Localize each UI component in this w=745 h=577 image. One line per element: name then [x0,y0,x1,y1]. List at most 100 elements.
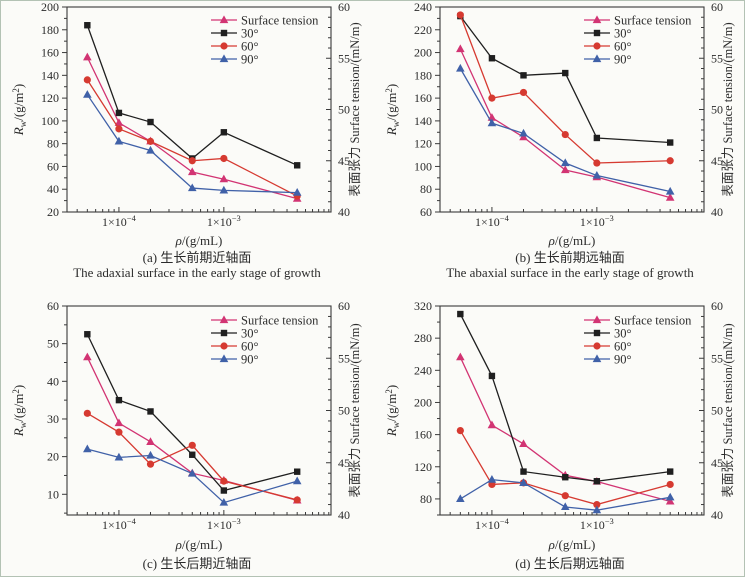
right-tick-label: 40 [711,508,723,522]
left-tick-label: 200 [414,395,432,409]
left-axis-title: Rw/(g/m2) [11,84,28,136]
legend-label: 30° [241,327,259,341]
series-deg30-marker [147,118,154,126]
series-deg60-marker [593,159,601,167]
series-deg30-marker [189,451,196,458]
left-tick-label: 40 [47,374,59,388]
series-surface_tension-marker [665,193,675,201]
x-axis-title: ρ/(g/mL) [548,233,596,248]
series-surface_tension-marker [519,439,528,448]
series-deg60-marker [293,496,301,504]
legend-item-deg60: 60° [211,340,259,354]
caption-a-en: The adaxial surface in the early stage o… [73,264,321,280]
series-deg90-line [459,478,671,511]
series-deg90 [83,90,302,196]
legend-marker-square [220,329,228,337]
series-surface-tension [83,352,302,504]
series-deg90 [456,63,675,195]
series-surface_tension-line [459,356,671,503]
series-deg60-marker [456,426,464,435]
x-tick-label: 1×10−3 [580,516,614,532]
left-axis-title: Rw/(g/m2) [384,385,401,437]
series-deg60-marker [115,125,123,133]
series-deg60 [456,426,674,509]
series-surface_tension-marker [456,352,465,361]
legend-label: Surface tension [614,14,692,28]
series-surface_tension-marker [146,437,155,445]
series-deg60 [456,11,674,167]
series-deg90-line [86,94,298,194]
series-deg30-line [86,333,298,492]
series-deg30 [84,331,301,494]
series-deg30-line [459,313,671,482]
left-axis-title: Rw/(g/m2) [384,84,401,136]
series-deg60-marker [666,157,674,165]
series-deg60-line [87,412,298,501]
series-deg90-line [87,448,298,504]
left-tick-label: 240 [414,363,432,377]
legend-marker-triangle [592,354,602,363]
left-tick-label: 200 [414,46,432,60]
series-deg30-marker [220,487,228,494]
panel-c: 10 20 30 40 50 60 40 45 50 55 60 1×10−4 1×10−3 ρ/(g/m… [1,291,373,576]
series-deg60-marker [83,76,91,84]
legend-marker-triangle [219,315,229,324]
series-deg30-marker [666,468,674,475]
x-axis-title: ρ/(g/mL) [175,537,223,552]
legend-marker-triangle [592,15,602,24]
series-deg60-marker [146,137,155,145]
right-axis-title: 表面张力 Surface tension/(mN/m) [720,323,735,497]
series-deg90-marker [146,450,155,459]
left-tick-label: 100 [41,114,59,128]
left-tick-label: 20 [47,205,59,219]
right-tick-label: 50 [338,103,350,117]
series-deg30-line [459,15,671,144]
series-deg90-line [459,68,671,193]
series-deg60-marker [519,88,528,97]
right-tick-label: 55 [338,351,350,365]
left-tick-label: 280 [414,331,432,345]
series-deg30-marker [220,129,228,136]
legend-item-surface-tension: Surface tension [211,14,319,28]
left-tick-label: 320 [414,299,432,313]
left-tick-label: 140 [41,68,59,82]
series-deg30-marker [293,162,301,169]
series-surface_tension-line [459,48,671,199]
series-surface_tension-marker [487,420,497,429]
plot-frame [439,305,705,516]
series-deg90-marker [187,468,197,477]
legend-label: Surface tension [614,314,692,328]
legend-label: 90° [614,353,632,367]
x-axis-title: ρ/(g/mL) [175,233,223,248]
series-deg90 [83,444,302,506]
legend-marker-triangle [592,315,602,324]
series-deg30-marker [520,72,527,79]
series-surface_tension-marker [456,44,465,53]
series-deg30-marker [84,22,91,29]
right-tick-label: 45 [711,456,723,470]
series-deg60-line [86,79,298,197]
left-tick-label: 60 [420,205,432,219]
left-tick-label: 240 [414,1,432,14]
legend-item-deg60: 60° [584,340,632,354]
series-deg90-marker [456,494,465,503]
series-surface_tension-marker [114,118,124,126]
series-deg60-marker [83,409,91,417]
caption-c: (c) 生长后期近轴面 [57,556,337,572]
series-deg90-marker [146,145,155,154]
legend-marker-square [593,29,601,37]
plot-frame [439,6,705,213]
legend-label: 60° [241,40,259,54]
legend-item-deg60: 60° [211,40,259,54]
legend-label: 60° [614,340,632,354]
series-deg90-marker [219,497,229,506]
legend-marker-circle [593,342,601,350]
left-tick-label: 10 [47,487,59,501]
series-surface_tension-line [86,56,298,200]
left-tick-label: 180 [414,68,432,82]
series-deg60 [83,76,301,200]
legend-marker-triangle [592,54,602,63]
